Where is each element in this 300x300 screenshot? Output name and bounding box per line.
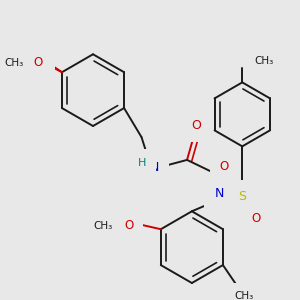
Text: CH₃: CH₃ [235, 291, 254, 300]
Text: S: S [238, 190, 246, 203]
Text: N: N [214, 187, 224, 200]
Text: O: O [191, 118, 201, 131]
Text: O: O [219, 160, 229, 173]
Text: O: O [124, 219, 134, 232]
Text: O: O [251, 212, 260, 225]
Text: O: O [33, 56, 43, 69]
Text: N: N [149, 161, 159, 174]
Text: CH₃: CH₃ [254, 56, 273, 66]
Text: H: H [138, 158, 147, 168]
Text: CH₃: CH₃ [6, 55, 25, 64]
Text: CH₃: CH₃ [93, 221, 112, 231]
Text: O: O [36, 51, 45, 64]
Text: CH₃: CH₃ [4, 58, 23, 68]
